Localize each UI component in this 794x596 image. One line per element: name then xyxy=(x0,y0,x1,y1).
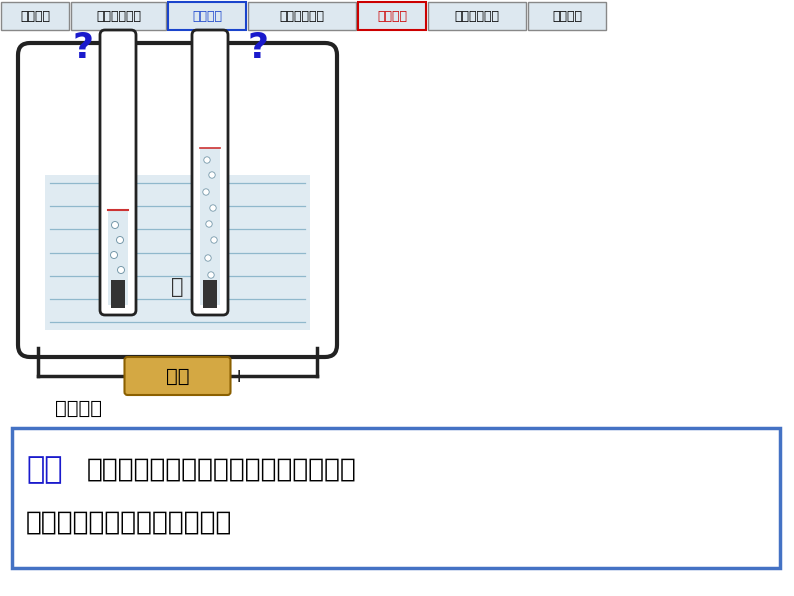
Text: ?: ? xyxy=(248,31,268,65)
FancyBboxPatch shape xyxy=(125,357,230,395)
Text: 水: 水 xyxy=(172,277,183,297)
Text: 水的电解: 水的电解 xyxy=(192,10,222,23)
Text: -: - xyxy=(111,366,120,386)
Text: 学习目标: 学习目标 xyxy=(20,10,50,23)
Circle shape xyxy=(209,172,215,178)
FancyBboxPatch shape xyxy=(18,43,337,357)
Text: 观察: 观察 xyxy=(26,455,63,485)
Text: 能力提升: 能力提升 xyxy=(377,10,407,23)
FancyBboxPatch shape xyxy=(71,2,166,30)
Circle shape xyxy=(204,157,210,163)
Bar xyxy=(203,280,217,308)
Circle shape xyxy=(110,252,118,259)
FancyBboxPatch shape xyxy=(192,30,228,315)
Text: 电池: 电池 xyxy=(166,367,189,386)
Circle shape xyxy=(205,255,211,261)
FancyBboxPatch shape xyxy=(428,2,526,30)
Circle shape xyxy=(118,266,125,274)
Circle shape xyxy=(114,281,121,288)
Circle shape xyxy=(111,222,118,228)
Circle shape xyxy=(208,272,214,278)
Circle shape xyxy=(210,237,218,243)
FancyBboxPatch shape xyxy=(100,30,136,315)
Circle shape xyxy=(202,189,209,195)
FancyBboxPatch shape xyxy=(168,2,246,30)
Text: 水的电解: 水的电解 xyxy=(55,399,102,418)
FancyBboxPatch shape xyxy=(1,2,69,30)
FancyBboxPatch shape xyxy=(358,2,426,30)
Text: 人们发现氢气: 人们发现氢气 xyxy=(96,10,141,23)
FancyBboxPatch shape xyxy=(12,428,780,568)
Text: +: + xyxy=(231,367,248,386)
Text: ：正极产生的气体多，还是负极产生的: ：正极产生的气体多，还是负极产生的 xyxy=(87,457,357,483)
Circle shape xyxy=(210,205,216,211)
Text: 电解水的结论: 电解水的结论 xyxy=(279,10,325,23)
Bar xyxy=(111,280,125,308)
Bar xyxy=(200,148,220,305)
Text: 气体多？体积比大约是多少？: 气体多？体积比大约是多少？ xyxy=(26,510,233,536)
Text: ?: ? xyxy=(72,31,94,65)
Bar xyxy=(108,210,128,305)
Bar xyxy=(200,40,220,148)
FancyBboxPatch shape xyxy=(528,2,606,30)
Bar xyxy=(45,175,310,330)
FancyBboxPatch shape xyxy=(248,2,356,30)
Text: 单质和氧化物: 单质和氧化物 xyxy=(454,10,499,23)
Circle shape xyxy=(117,237,124,244)
Circle shape xyxy=(206,221,212,227)
Text: 课堂评价: 课堂评价 xyxy=(552,10,582,23)
Bar xyxy=(108,40,128,210)
